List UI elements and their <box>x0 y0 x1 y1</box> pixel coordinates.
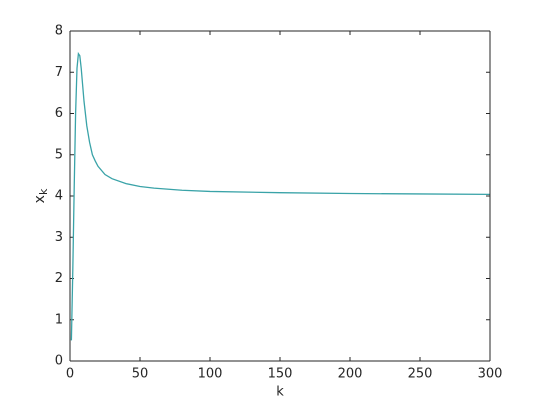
x-tick-label: 300 <box>478 367 503 382</box>
y-axis-label-base: x <box>32 195 48 203</box>
x-tick-label: 100 <box>198 367 223 382</box>
y-axis-label: xk <box>32 188 50 203</box>
data-line <box>70 51 491 341</box>
y-tick-label: 3 <box>55 230 63 245</box>
x-tick-label: 200 <box>338 367 363 382</box>
x-axis-label: k <box>276 385 284 400</box>
y-tick-label: 0 <box>55 354 63 369</box>
y-tick-label: 5 <box>55 147 63 162</box>
y-tick-label: 8 <box>55 24 63 39</box>
y-tick-label: 2 <box>55 271 63 286</box>
y-tick-label: 7 <box>55 65 63 80</box>
x-tick-label: 0 <box>66 367 74 382</box>
x-tick-label: 150 <box>268 367 293 382</box>
y-tick-label: 1 <box>55 312 63 327</box>
y-tick-label: 6 <box>55 106 63 121</box>
x-tick-label: 250 <box>408 367 433 382</box>
y-axis-label-subscript: k <box>37 188 50 195</box>
y-tick-label: 4 <box>55 189 63 204</box>
x-tick-label: 50 <box>132 367 149 382</box>
